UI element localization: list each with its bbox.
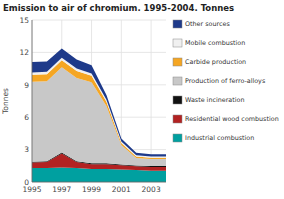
legend: Other sources Mobile combustion Carbide pr… (173, 20, 279, 142)
legend-swatch (173, 20, 182, 28)
y-tick-label: 9 (24, 81, 29, 90)
x-tick-label: 2003 (142, 185, 161, 194)
x-tick-label: 2001 (112, 185, 131, 194)
y-tick-label: 12 (19, 48, 29, 57)
legend-label: Carbide production (185, 58, 246, 66)
legend-label: Production of ferro-alloys (185, 77, 266, 85)
legend-swatch (173, 96, 182, 104)
x-axis-line (32, 182, 166, 183)
legend-swatch (173, 77, 182, 85)
y-grid-line (32, 52, 166, 53)
chart: Emission to air of chromium. 1995-2004. … (0, 0, 284, 199)
grid (32, 20, 166, 182)
legend-label: Industrial combustion (185, 134, 254, 142)
y-axis-line (32, 20, 33, 182)
legend-label: Mobile combustion (185, 39, 245, 47)
legend-label: Other sources (185, 20, 230, 28)
legend-swatch (173, 115, 182, 123)
legend-swatch (173, 39, 182, 47)
x-tick-label: 1999 (82, 185, 101, 194)
area-band (32, 60, 166, 159)
y-tick-label: 15 (19, 16, 29, 25)
y-grid-line (32, 20, 166, 21)
y-grid-line (32, 182, 166, 183)
areas (32, 49, 166, 182)
legend-swatch (173, 134, 182, 142)
legend-label: Waste incineration (185, 96, 245, 104)
title: Emission to air of chromium. 1995-2004. … (3, 3, 234, 13)
x-tick-label: 1997 (52, 185, 71, 194)
area-band (32, 49, 166, 157)
legend-label: Residential wood combustion (185, 115, 279, 123)
y-tick-label: 6 (24, 113, 29, 122)
area-band (32, 58, 166, 158)
y-tick-label: 3 (24, 145, 29, 154)
y-axis-label: Tonnes (1, 88, 10, 115)
x-grid-line (32, 20, 33, 182)
legend-swatch (173, 58, 182, 66)
x-tick-label: 1995 (22, 185, 41, 194)
